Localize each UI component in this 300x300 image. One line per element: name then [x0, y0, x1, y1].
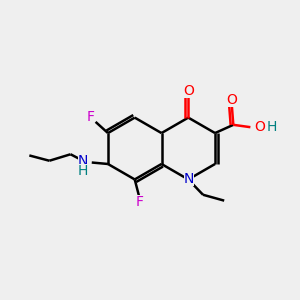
Text: N: N: [78, 154, 88, 168]
Text: O: O: [226, 93, 237, 107]
Text: H: H: [78, 164, 88, 178]
Text: H: H: [267, 120, 277, 134]
Text: O: O: [254, 120, 265, 134]
Text: O: O: [183, 83, 194, 98]
Text: F: F: [86, 110, 94, 124]
Text: N: N: [184, 172, 194, 186]
Text: F: F: [135, 195, 143, 209]
